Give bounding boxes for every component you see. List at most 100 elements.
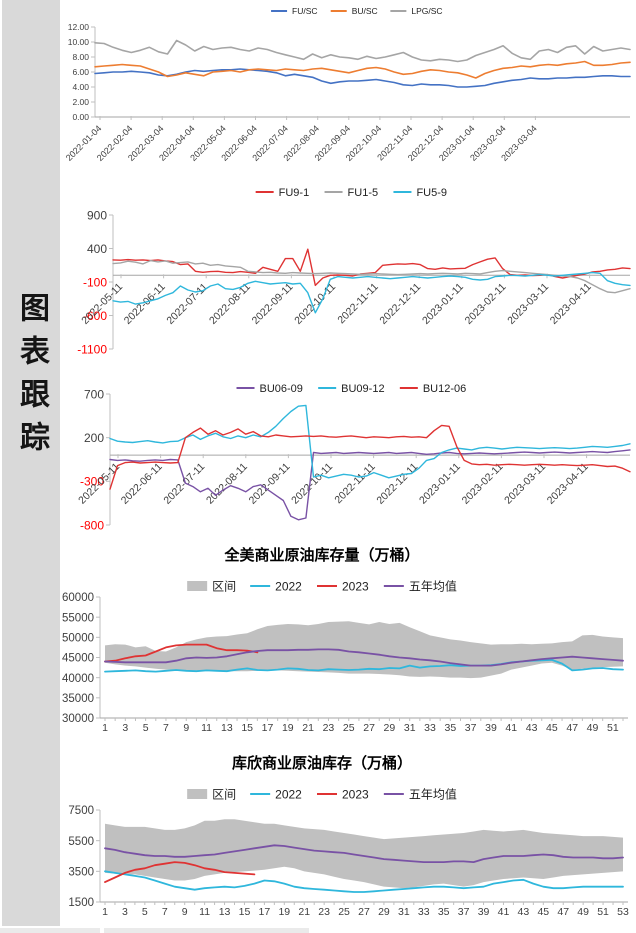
legend-label: BU12-06 [423, 383, 466, 395]
us-crude-inventory-chart: 全美商业原油库存量（万桶）600005500050000450004000035… [62, 546, 628, 734]
series-FU5-9 [112, 271, 631, 314]
x-axis-label: 15 [239, 906, 251, 918]
x-axis-label: 47 [566, 722, 578, 734]
x-axis-label: 2023-01-11 [417, 461, 463, 507]
x-axis-label: 21 [302, 722, 314, 734]
y-axis-label: 7500 [68, 805, 94, 817]
x-axis-label: 17 [262, 722, 274, 734]
series-BU09-12 [109, 404, 631, 479]
sidebar-title: 图表跟踪 [14, 292, 49, 464]
chart-title: 全美商业原油库存量（万桶） [223, 546, 419, 564]
legend-label: 2023 [342, 579, 369, 593]
x-axis-label: 2022-11-11 [335, 281, 380, 326]
legend-label: 区间 [212, 579, 236, 593]
y-axis-label: -600 [83, 309, 107, 323]
x-axis-label: 45 [546, 722, 558, 734]
y-axis-label: 700 [84, 387, 104, 401]
x-axis-label: 37 [465, 722, 477, 734]
series-2023 [104, 643, 259, 663]
legend-label: 2022 [275, 787, 302, 801]
x-axis-label: 45 [537, 906, 549, 918]
x-axis-label: 39 [485, 722, 497, 734]
x-axis-label: 5 [143, 722, 149, 734]
y-axis-label: 400 [87, 242, 107, 256]
legend-label: FU5-9 [416, 187, 447, 199]
price-ratio-chart: 12.0010.008.006.004.002.000.002022-01-04… [64, 6, 631, 163]
x-axis-label: 2022-12-11 [374, 461, 420, 507]
x-axis-label: 27 [363, 722, 375, 734]
y-axis-label: -300 [80, 475, 104, 489]
series-FU9-1 [112, 248, 631, 287]
x-axis-label: 2022-08-11 [207, 281, 253, 327]
y-axis-label: 5500 [68, 836, 94, 848]
bottom-strip-right [104, 928, 309, 933]
x-axis-label: 7 [163, 722, 169, 734]
x-axis-label: 35 [438, 906, 450, 918]
x-axis-label: 2022-07-11 [161, 461, 207, 507]
x-axis-label: 13 [219, 906, 231, 918]
y-axis-label: 35000 [62, 693, 94, 705]
sidebar: 图表跟踪 [2, 0, 60, 926]
y-axis-label: 40000 [62, 673, 94, 685]
legend-label: 区间 [212, 787, 236, 801]
legend-label: BU09-12 [341, 383, 384, 395]
x-axis-label: 23 [323, 722, 335, 734]
x-axis-label: 41 [505, 722, 517, 734]
x-axis-label: 2023-02-11 [463, 281, 509, 327]
x-axis-label: 2022-12-11 [377, 281, 423, 327]
bottom-strip-left [0, 928, 100, 933]
x-axis-label: 25 [338, 906, 350, 918]
y-axis-label: 10.00 [68, 37, 90, 47]
y-axis-label: 200 [84, 431, 104, 445]
x-axis-label: 15 [241, 722, 253, 734]
y-axis-label: 900 [87, 208, 107, 222]
x-axis-label: 33 [424, 722, 436, 734]
x-axis-label: 51 [597, 906, 609, 918]
x-axis-label: 3 [122, 906, 128, 918]
series-2022 [104, 870, 624, 893]
series-2023 [104, 861, 256, 884]
y-axis-label: 0.00 [72, 112, 89, 122]
legend-label: 五年均值 [409, 578, 457, 593]
legend-label: FU9-1 [279, 187, 310, 199]
x-axis-label: 51 [607, 722, 619, 734]
x-axis-label: 13 [221, 722, 233, 734]
legend-label: FU1-5 [348, 187, 379, 199]
x-axis-label: 49 [577, 906, 589, 918]
x-axis-label: 31 [404, 722, 416, 734]
x-axis-label: 9 [182, 906, 188, 918]
x-axis-label: 5 [142, 906, 148, 918]
x-axis-label: 41 [498, 906, 510, 918]
legend-label: FU/SC [292, 6, 318, 16]
x-axis-label: 2023-01-11 [420, 281, 466, 327]
x-axis-label: 19 [282, 722, 294, 734]
series-BU06-09 [109, 449, 631, 521]
x-axis-label: 2022-06-11 [119, 461, 165, 507]
series-LPG-SC [94, 39, 631, 63]
x-axis-label: 49 [587, 722, 599, 734]
series----- [104, 648, 624, 667]
series----- [104, 844, 624, 863]
x-axis-label: 2023-03-11 [505, 281, 551, 327]
x-axis-label: 19 [278, 906, 290, 918]
x-axis-label: 29 [384, 722, 396, 734]
legend-label: 五年均值 [409, 786, 457, 801]
legend-label: LPG/SC [411, 6, 442, 16]
series-BU-SC [94, 60, 631, 79]
y-axis-label: 3500 [68, 866, 94, 878]
y-axis-label: 45000 [62, 653, 94, 665]
x-axis-label: 21 [298, 906, 310, 918]
x-axis-label: 11 [199, 906, 210, 918]
x-axis-label: 1 [102, 722, 108, 734]
x-axis-label: 23 [318, 906, 330, 918]
x-axis-label: 9 [183, 722, 189, 734]
x-axis-label: 33 [418, 906, 430, 918]
x-axis-label: 1 [102, 906, 108, 918]
legend-label: BU06-09 [260, 383, 303, 395]
x-axis-label: 2023-04-11 [548, 281, 594, 327]
x-axis-label: 37 [458, 906, 470, 918]
x-axis-label: 27 [358, 906, 370, 918]
x-axis-label: 2022-09-11 [250, 281, 296, 327]
legend-label: 2022 [275, 579, 302, 593]
